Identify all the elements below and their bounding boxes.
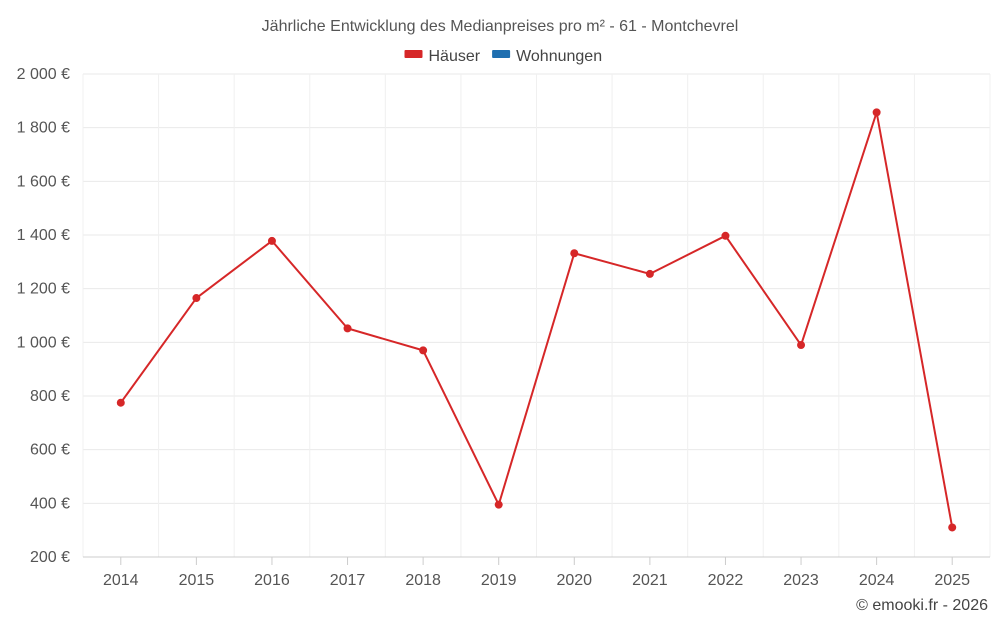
legend-item-wohnungen[interactable]: Wohnungen <box>492 48 602 65</box>
x-axis: 2014 2015 2016 2017 2018 2019 2020 2021 2022 2023… <box>83 556 990 589</box>
x-tick-label: 2025 <box>934 572 970 589</box>
x-tick-label: 2020 <box>556 572 592 589</box>
x-tick-label: 2023 <box>783 572 819 589</box>
data-point[interactable] <box>570 249 579 258</box>
chart-title: Jährliche Entwicklung des Medianpreises … <box>262 18 739 35</box>
data-point[interactable] <box>419 346 428 355</box>
y-tick-label: 600 € <box>30 442 70 459</box>
y-tick-label: 400 € <box>30 495 70 512</box>
y-tick-label: 2 000 € <box>17 66 70 83</box>
legend-swatch <box>404 50 423 58</box>
series-layer <box>116 108 957 532</box>
x-tick-label: 2017 <box>330 572 366 589</box>
y-tick-label: 1 000 € <box>17 334 70 351</box>
legend-label: Wohnungen <box>516 48 602 65</box>
x-tick-label: 2018 <box>405 572 441 589</box>
y-tick-label: 1 400 € <box>17 227 70 244</box>
data-point[interactable] <box>192 294 201 303</box>
y-tick-label: 800 € <box>30 388 70 405</box>
x-tick-label: 2015 <box>179 572 215 589</box>
data-point[interactable] <box>494 500 503 509</box>
data-point[interactable] <box>797 341 806 350</box>
x-tick-label: 2019 <box>481 572 517 589</box>
y-tick-label: 200 € <box>30 549 70 566</box>
data-point[interactable] <box>116 398 125 407</box>
x-tick-label: 2024 <box>859 572 895 589</box>
x-tick-label: 2021 <box>632 572 668 589</box>
y-axis: 200 € 400 € 600 € 800 € 1 000 € 1 200 € 1 400 … <box>17 66 70 566</box>
y-tick-label: 1 800 € <box>17 120 70 137</box>
x-tick-label: 2022 <box>708 572 744 589</box>
x-tick-label: 2014 <box>103 572 139 589</box>
legend-swatch <box>492 50 511 58</box>
data-point[interactable] <box>721 231 730 240</box>
data-point[interactable] <box>948 523 957 532</box>
y-tick-label: 1 600 € <box>17 173 70 190</box>
data-point[interactable] <box>267 236 276 245</box>
data-point[interactable] <box>645 269 654 278</box>
x-tick-label: 2016 <box>254 572 290 589</box>
y-tick-label: 1 200 € <box>17 281 70 298</box>
footer-credit: © emooki.fr - 2026 <box>856 597 988 614</box>
legend: Häuser Wohnungen <box>404 48 602 65</box>
data-point[interactable] <box>343 324 352 333</box>
grid <box>82 73 991 558</box>
data-point[interactable] <box>872 108 881 117</box>
series-line <box>119 111 954 528</box>
legend-label: Häuser <box>429 48 481 65</box>
legend-item-h-user[interactable]: Häuser <box>404 48 481 65</box>
